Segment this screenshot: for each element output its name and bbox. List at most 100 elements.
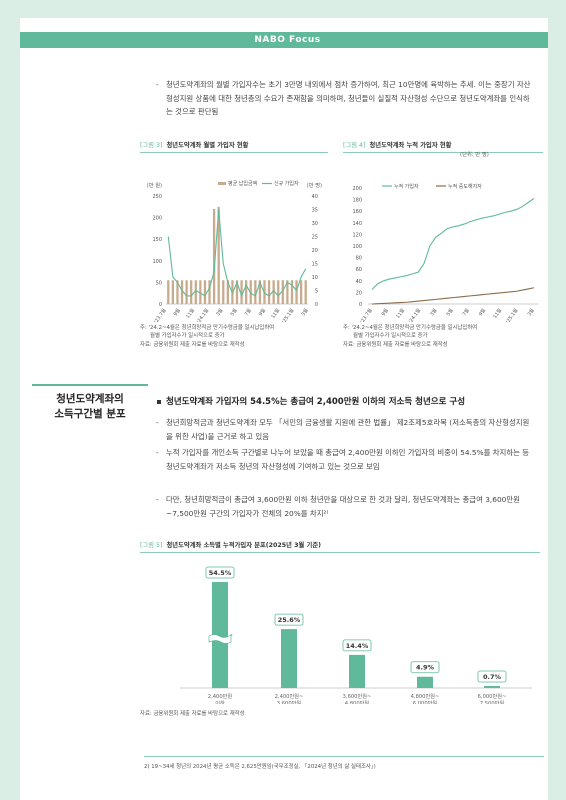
fig3-bar bbox=[176, 280, 179, 304]
fig3-legend-bar-swatch bbox=[218, 182, 226, 185]
fig4-note-line1: 주: '24.2~4월은 청년희망적금 만기수령금을 일시납입하여 bbox=[343, 325, 478, 331]
fig3-bar bbox=[208, 280, 211, 304]
fig3-bar bbox=[290, 280, 294, 304]
fig3-bar bbox=[240, 280, 243, 304]
fig5-category-line1: 2,400만원 bbox=[208, 692, 233, 700]
fig3-ytick-left: 100 bbox=[152, 259, 162, 265]
fig3-bar bbox=[304, 280, 307, 304]
fig4-title: [그림 4] 청년도약계좌 누적 가입자 현황 bbox=[343, 140, 451, 149]
fig4-ytick: 180 bbox=[352, 198, 362, 204]
fig5-category-line1: 4,800만원~ bbox=[411, 692, 440, 700]
fig4-ytick: 0 bbox=[359, 302, 362, 308]
fig3-source: 자료: 금융위원회 제출 자료를 바탕으로 재작성 bbox=[140, 341, 245, 348]
fig3-tag: [그림 3] bbox=[140, 142, 163, 149]
fig3-xtick: 9월 bbox=[172, 307, 182, 317]
fig3-xtick: '25.1월 bbox=[280, 307, 295, 324]
fig5-category-line2: 7,500만원 bbox=[480, 699, 505, 704]
fig3-title-text: 청년도약계좌 월별 가입자 현황 bbox=[166, 142, 249, 149]
section-headline: 청년도약계좌 가입자의 54.5%는 총급여 2,400만원 이하의 저소득 청… bbox=[157, 395, 547, 407]
fig5-category-line1: 6,000만원~ bbox=[478, 692, 507, 700]
section-bullet-3-text: 다만, 청년희망적금이 총급여 3,600만원 이하 청년만을 대상으로 한 것… bbox=[166, 495, 520, 518]
section-headline-text: 청년도약계좌 가입자의 54.5%는 총급여 2,400만원 이하의 저소득 청… bbox=[166, 397, 466, 407]
fig4-xtick: 5월 bbox=[445, 307, 455, 317]
fig3-ytick-right: 25 bbox=[312, 235, 318, 241]
fig4-xtick: 11월 bbox=[491, 307, 503, 320]
fig3-bar bbox=[235, 280, 239, 304]
fig5-axis-break-icon bbox=[208, 634, 233, 644]
fig4-ytick: 40 bbox=[356, 279, 362, 285]
fig3-right-unit: (만 명) bbox=[307, 181, 322, 189]
fig4-line-cumulative-cancellations bbox=[371, 287, 535, 305]
fig3-bar bbox=[199, 280, 202, 304]
fig5-label-box bbox=[477, 670, 507, 683]
fig3-bar bbox=[272, 280, 275, 304]
section-side-title-line2: 소득구간별 분포 bbox=[54, 408, 126, 420]
fig3-bar bbox=[286, 280, 289, 304]
fig4-legend-b-label: 누적 중도해지자 bbox=[448, 183, 482, 190]
fig3-ytick-right: 20 bbox=[312, 248, 318, 254]
fig3-bar bbox=[167, 280, 170, 304]
fig3-bar bbox=[226, 280, 229, 304]
fig5-data-label: 4.9% bbox=[416, 664, 435, 672]
fig5-data-label: 54.5% bbox=[209, 569, 232, 577]
section-bullet-1-text: 청년희망적금과 청년도약계좌 모두 「서민의 금융생활 지원에 관한 법률」 제… bbox=[166, 418, 530, 441]
fig4-chart: 누적 가입자 누적 중도해지자 0 20 40 60 80 100 120 140 160 180 20… bbox=[352, 183, 538, 325]
fig3-bar bbox=[171, 280, 175, 304]
fig4-ytick: 120 bbox=[352, 232, 362, 238]
fig3-xtick: '23.7월 bbox=[152, 307, 167, 324]
section-bullet-3: - 다만, 청년희망적금이 총급여 3,600만원 이하 청년만을 대상으로 한 … bbox=[156, 495, 520, 518]
fig5-category-line2: 6,000만원 bbox=[413, 699, 438, 704]
fig4-xtick: 9월 bbox=[477, 307, 487, 317]
fig4-line-cumulative-subscribers bbox=[371, 197, 535, 290]
header-bar: NABO Focus bbox=[20, 32, 548, 48]
fig3-bar bbox=[258, 280, 262, 304]
fig5-tag: [그림 5] bbox=[140, 542, 163, 549]
fig4-xtick: 3월 bbox=[428, 307, 438, 317]
fig3-left-unit: (만 원) bbox=[147, 181, 162, 189]
fig3-ytick-right: 30 bbox=[312, 221, 318, 227]
section-bullet-2: - 누적 가입자를 개인소득 구간별로 나누어 보았을 때 총급여 2,400만원… bbox=[156, 448, 530, 471]
fig3-bar bbox=[295, 280, 298, 304]
fig3-bar bbox=[277, 280, 280, 304]
fig5-data-label: 0.7% bbox=[483, 673, 502, 681]
fig3-ytick-left: 150 bbox=[152, 237, 162, 243]
fig5-bar bbox=[417, 676, 433, 688]
fig3-xtick: 11월 bbox=[269, 307, 281, 320]
section-side-rule bbox=[32, 384, 148, 386]
fig5-label-box bbox=[342, 639, 372, 652]
fig5-label-box bbox=[274, 613, 304, 626]
fig3-ytick-left: 50 bbox=[156, 280, 162, 286]
fig3-chart: (만 원) (만 명) 평균 납입금액 신규 가입자 0 50 100 150 200 250 0 5… bbox=[147, 180, 322, 325]
fig4-source: 자료: 금융위원회 제출 자료를 바탕으로 재작성 bbox=[343, 341, 448, 348]
fig3-bar bbox=[180, 280, 184, 304]
fig3-ytick-right: 0 bbox=[315, 302, 318, 308]
fig4-xtick: '23.7월 bbox=[358, 307, 373, 324]
fig3-note: 주: '24.2~4월은 청년희망적금 만기수령금을 일시납입하여 월별 가입자… bbox=[140, 324, 274, 349]
fig5-bar bbox=[484, 686, 500, 688]
fig5-category-line2: 4,800만원 bbox=[345, 699, 370, 704]
fig5-label-box bbox=[410, 661, 440, 674]
fig4-note-line2: 월별 가입자수가 일시적으로 증가 bbox=[353, 333, 428, 340]
section-bullet-2-text: 누적 가입자를 개인소득 구간별로 나누어 보았을 때 총급여 2,400만원 … bbox=[166, 448, 530, 471]
fig3-rule bbox=[140, 152, 328, 153]
fig5-title: [그림 5] 청년도약계좌 소득별 누적가입자 분포(2025년 3월 기준) bbox=[140, 540, 321, 549]
fig3-legend-line-label: 신규 가입자 bbox=[274, 180, 299, 187]
fig4-ytick: 80 bbox=[356, 256, 362, 262]
fig4-xtick: 11월 bbox=[394, 307, 406, 320]
section-bullet-1: - 청년희망적금과 청년도약계좌 모두 「서민의 금융생활 지원에 관한 법률」 … bbox=[156, 418, 530, 441]
fig3-ytick-left: 200 bbox=[152, 216, 162, 222]
section-side-title: 청년도약계좌의 소득구간별 분포 bbox=[32, 392, 148, 422]
fig5-category-line1: 3,600만원~ bbox=[343, 692, 372, 700]
fig5-data-label: 14.4% bbox=[346, 642, 369, 650]
fig3-bar bbox=[203, 280, 207, 304]
square-bullet-icon bbox=[157, 399, 161, 404]
fig5-category-line2: 3,600만원 bbox=[277, 699, 302, 704]
fig3-note-line2: 월별 가입자수가 일시적으로 증가 bbox=[150, 333, 225, 340]
fig4-ytick: 140 bbox=[352, 221, 362, 227]
fig3-ytick-right: 15 bbox=[312, 262, 318, 268]
fig4-ytick: 200 bbox=[352, 186, 362, 192]
fig3-bar bbox=[254, 280, 257, 304]
fig3-line-new-subscribers bbox=[167, 209, 307, 298]
fig3-xtick: 7월 bbox=[243, 307, 253, 317]
fig3-bar bbox=[222, 280, 225, 304]
